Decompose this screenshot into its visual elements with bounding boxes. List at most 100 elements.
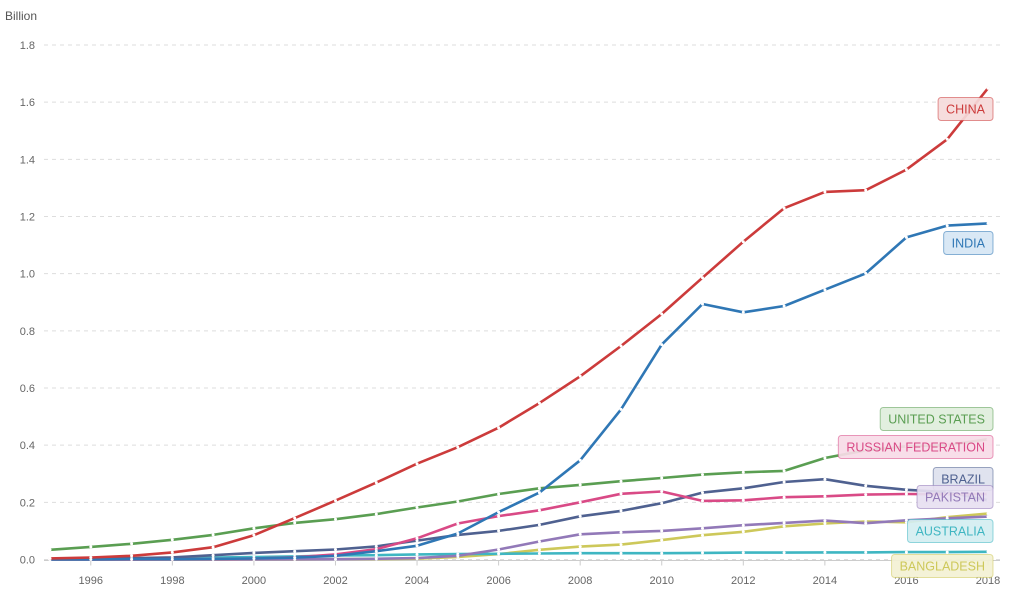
data-point[interactable]: [48, 556, 52, 560]
data-point[interactable]: [619, 530, 623, 534]
data-point[interactable]: [660, 476, 664, 480]
data-point[interactable]: [782, 469, 786, 473]
data-point[interactable]: [211, 553, 215, 557]
data-point[interactable]: [578, 500, 582, 504]
data-point[interactable]: [170, 538, 174, 542]
data-point[interactable]: [415, 506, 419, 509]
data-point[interactable]: [782, 551, 786, 555]
data-point[interactable]: [415, 462, 419, 466]
data-point[interactable]: [864, 271, 868, 275]
data-point[interactable]: [741, 470, 745, 474]
data-point[interactable]: [864, 493, 868, 497]
data-point[interactable]: [130, 554, 134, 558]
data-point[interactable]: [252, 533, 256, 537]
data-point[interactable]: [578, 458, 582, 462]
data-point[interactable]: [701, 526, 704, 530]
data-point[interactable]: [578, 514, 582, 518]
data-point[interactable]: [701, 276, 704, 280]
data-point[interactable]: [782, 480, 786, 484]
data-point[interactable]: [660, 501, 664, 505]
data-point[interactable]: [537, 486, 541, 490]
data-point[interactable]: [334, 499, 337, 503]
data-point[interactable]: [904, 235, 908, 239]
data-point[interactable]: [823, 522, 827, 525]
data-point[interactable]: [864, 521, 868, 525]
data-point[interactable]: [374, 544, 378, 548]
data-point[interactable]: [537, 508, 541, 512]
data-point[interactable]: [741, 498, 745, 502]
data-point[interactable]: [293, 521, 297, 525]
data-point[interactable]: [619, 479, 623, 483]
data-point[interactable]: [374, 512, 378, 516]
data-point[interactable]: [456, 445, 460, 449]
data-point[interactable]: [619, 509, 623, 513]
data-point[interactable]: [619, 344, 623, 348]
data-point[interactable]: [741, 240, 745, 244]
data-point[interactable]: [48, 548, 52, 552]
data-point[interactable]: [537, 401, 541, 405]
data-point[interactable]: [252, 526, 256, 530]
data-point[interactable]: [864, 484, 868, 488]
data-point[interactable]: [211, 557, 215, 561]
data-point[interactable]: [945, 224, 949, 228]
data-point[interactable]: [619, 407, 623, 411]
data-point[interactable]: [497, 426, 501, 430]
data-point[interactable]: [578, 551, 582, 555]
data-point[interactable]: [619, 492, 623, 496]
data-point[interactable]: [701, 499, 704, 503]
data-point[interactable]: [374, 553, 378, 557]
data-point[interactable]: [537, 491, 541, 495]
data-point[interactable]: [660, 343, 664, 347]
data-point[interactable]: [701, 533, 704, 537]
data-point[interactable]: [782, 304, 786, 308]
data-point[interactable]: [986, 550, 990, 554]
data-point[interactable]: [497, 529, 501, 533]
data-point[interactable]: [130, 557, 134, 561]
data-point[interactable]: [904, 168, 908, 172]
data-point[interactable]: [334, 517, 337, 521]
data-point[interactable]: [741, 486, 745, 490]
data-point[interactable]: [823, 477, 827, 481]
data-point[interactable]: [578, 545, 582, 549]
data-point[interactable]: [823, 550, 827, 554]
data-point[interactable]: [497, 492, 501, 496]
data-point[interactable]: [130, 542, 134, 546]
data-point[interactable]: [619, 543, 623, 547]
data-point[interactable]: [497, 548, 501, 551]
data-point[interactable]: [578, 374, 582, 378]
data-point[interactable]: [374, 557, 378, 561]
data-point[interactable]: [986, 512, 990, 515]
data-point[interactable]: [741, 551, 745, 555]
data-point[interactable]: [170, 557, 174, 561]
data-point[interactable]: [823, 456, 827, 460]
data-point[interactable]: [211, 533, 215, 537]
data-point[interactable]: [578, 532, 582, 536]
data-point[interactable]: [293, 516, 297, 520]
data-point[interactable]: [945, 137, 949, 141]
data-point[interactable]: [211, 545, 215, 549]
data-point[interactable]: [904, 492, 908, 496]
data-point[interactable]: [89, 545, 93, 549]
data-point[interactable]: [904, 518, 908, 522]
data-point[interactable]: [782, 495, 786, 499]
data-point[interactable]: [415, 552, 419, 556]
data-point[interactable]: [537, 548, 541, 552]
data-point[interactable]: [986, 515, 990, 519]
data-point[interactable]: [782, 521, 786, 525]
data-point[interactable]: [823, 190, 827, 194]
data-point[interactable]: [89, 556, 93, 559]
data-point[interactable]: [864, 550, 868, 554]
data-point[interactable]: [660, 551, 664, 555]
data-point[interactable]: [293, 549, 297, 553]
data-point[interactable]: [823, 519, 827, 523]
data-point[interactable]: [497, 514, 501, 518]
data-point[interactable]: [823, 288, 827, 292]
data-point[interactable]: [741, 523, 745, 527]
data-point[interactable]: [456, 522, 460, 525]
data-point[interactable]: [252, 557, 256, 560]
data-point[interactable]: [904, 550, 908, 554]
data-point[interactable]: [701, 491, 704, 495]
data-point[interactable]: [741, 310, 745, 314]
data-point[interactable]: [660, 312, 664, 316]
data-point[interactable]: [578, 483, 582, 487]
